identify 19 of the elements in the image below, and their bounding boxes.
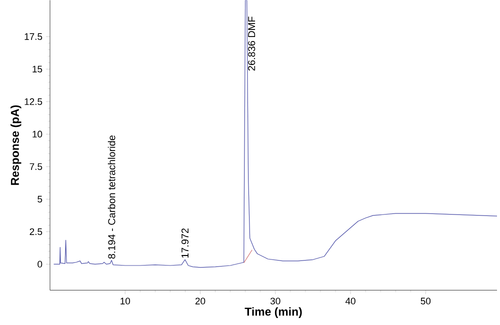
y-axis-title: Response (pA) [10, 105, 22, 185]
y-tick-label: 17.5 [24, 33, 42, 40]
annotation: 17.972 [182, 228, 189, 258]
annotation: 26.836 DMF [248, 16, 256, 70]
annotation: 8.194 - Carbon tetrachloride [108, 135, 116, 259]
y-tick-label: 10 [32, 130, 42, 138]
x-tick-label: 50 [420, 298, 431, 304]
x-tick-label: 20 [195, 298, 206, 304]
x-tick-label: 10 [120, 298, 130, 304]
y-tick-label: 7.5 [30, 163, 42, 170]
y-tick-label: 12.5 [24, 98, 42, 105]
y-tick-label: 5 [38, 196, 42, 202]
y-tick-label: 15 [32, 66, 42, 72]
y-tick-label: 0 [38, 260, 42, 268]
x-axis-title: Time (min) [244, 307, 302, 318]
x-tick-label: 40 [345, 298, 356, 304]
line-series [53, 0, 498, 268]
x-tick-label: 30 [270, 298, 280, 304]
y-tick-label: 2.5 [30, 228, 42, 235]
